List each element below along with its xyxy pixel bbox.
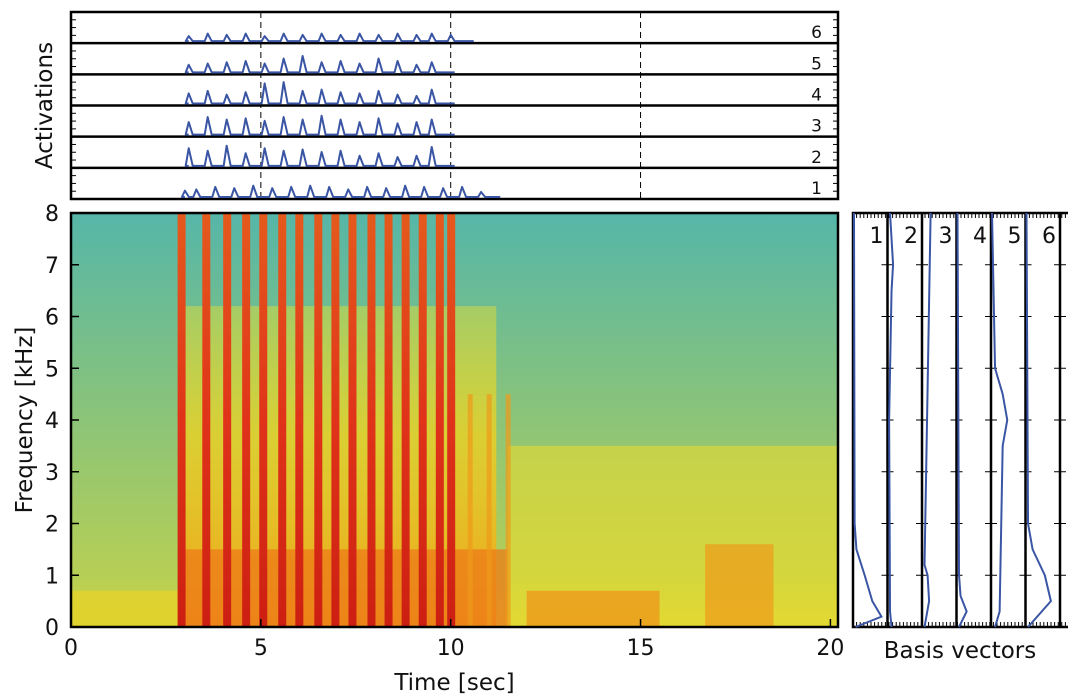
spectrogram-xtick-label: 15 xyxy=(627,636,655,661)
basis-lines xyxy=(853,212,1052,628)
spectrogram-onset-2 xyxy=(202,213,211,627)
spectrogram-onset-7 xyxy=(295,213,304,627)
basis-xlabel: Basis vectors xyxy=(884,638,1036,664)
spectrogram-onset-14 xyxy=(418,213,427,627)
spectrogram-xlabel: Time [sec] xyxy=(393,670,514,695)
spectrogram-late-low-a xyxy=(526,590,660,627)
spectrogram-xtick-label: 0 xyxy=(64,636,78,661)
basis-vector-2 xyxy=(888,212,895,628)
spectrogram-onset-15 xyxy=(435,213,444,627)
basis-column-label-5: 5 xyxy=(1008,224,1022,249)
spectrogram-onset-10 xyxy=(348,213,357,627)
activations-ylabel: Activations xyxy=(32,42,58,169)
basis-columns xyxy=(852,213,1066,627)
spectrogram-panel: 0 5 10 15 20 0 1 2 3 4 5 6 7 8 Time [sec] Frequency … xyxy=(12,202,844,695)
spectrogram-onset-1 xyxy=(177,213,186,627)
spectrogram-xtick-label: 20 xyxy=(816,636,844,661)
activation-line-1 xyxy=(180,184,501,198)
basis-column-label-3: 3 xyxy=(939,224,953,249)
basis-vector-1 xyxy=(853,212,883,628)
spectrogram-weak-onset-1 xyxy=(467,394,473,627)
activations-row-labels: 1 2 3 4 5 6 xyxy=(811,23,822,199)
basis-vector-4 xyxy=(956,212,968,628)
basis-vector-6 xyxy=(1025,212,1052,628)
spectrogram-ytick-label: 7 xyxy=(45,254,59,279)
activation-line-3 xyxy=(184,114,455,136)
basis-column-label-4: 4 xyxy=(973,224,987,249)
activations-row-label-1: 1 xyxy=(811,179,822,199)
spectrogram-onset-12 xyxy=(384,213,393,627)
spectrogram-onset-6 xyxy=(278,213,287,627)
spectrogram-ytick-label: 2 xyxy=(45,513,59,538)
spectrogram-onset-11 xyxy=(367,213,376,627)
spectrogram-ytick-label: 5 xyxy=(45,357,59,382)
activation-line-2 xyxy=(184,144,455,167)
spectrogram-onset-5 xyxy=(259,213,268,627)
activations-row-label-6: 6 xyxy=(811,23,822,43)
basis-column-label-2: 2 xyxy=(904,224,918,249)
activations-row-label-2: 2 xyxy=(811,148,822,168)
spectrogram-fill xyxy=(71,213,838,627)
spectrogram-ytick-label: 8 xyxy=(45,202,59,227)
spectrogram-onset-4 xyxy=(242,213,251,627)
spectrogram-onset-16 xyxy=(447,213,456,627)
spectrogram-xtick-label: 5 xyxy=(254,636,268,661)
spectrogram-ytick-label: 4 xyxy=(45,409,59,434)
spectrogram-onset-3 xyxy=(223,213,232,627)
spectrogram-weak-onset-3 xyxy=(505,394,511,627)
spectrogram-ytick-label: 6 xyxy=(45,306,59,331)
spectrogram-xticks: 0 5 10 15 20 xyxy=(64,619,844,661)
spectrogram-ytick-label: 1 xyxy=(45,564,59,589)
spectrogram-weak-onset-2 xyxy=(486,394,492,627)
activations-row-label-3: 3 xyxy=(811,117,822,137)
activations-lines xyxy=(180,32,501,198)
spectrogram-ytick-label: 3 xyxy=(45,461,59,486)
basis-column-label-6: 6 xyxy=(1042,224,1056,249)
basis-frame xyxy=(851,211,1068,629)
spectrogram-image xyxy=(71,213,838,627)
spectrogram-xtick-label: 10 xyxy=(437,636,465,661)
activation-line-5 xyxy=(184,54,455,74)
spectrogram-ylabel: Frequency [kHz] xyxy=(12,327,38,514)
basis-column-label-1: 1 xyxy=(870,224,884,249)
activation-line-4 xyxy=(184,81,455,105)
spectrogram-late-low-b xyxy=(705,544,774,627)
activations-panel: 1 2 3 4 5 6 Activations xyxy=(32,10,840,201)
basis-vector-5 xyxy=(991,212,1009,628)
spectrogram-ytick-label: 0 xyxy=(45,616,59,641)
activations-row-label-5: 5 xyxy=(811,54,822,74)
spectrogram-onset-8 xyxy=(314,213,323,627)
activations-row-label-4: 4 xyxy=(811,86,822,106)
activations-rows xyxy=(71,19,838,192)
spectrogram-yticks: 0 1 2 3 4 5 6 7 8 xyxy=(45,202,79,641)
basis-vector-3 xyxy=(923,212,932,628)
activation-line-6 xyxy=(184,32,474,43)
spectrogram-onset-9 xyxy=(331,213,340,627)
spectrogram-onset-13 xyxy=(401,213,410,627)
spectrogram-early-low xyxy=(71,590,182,627)
